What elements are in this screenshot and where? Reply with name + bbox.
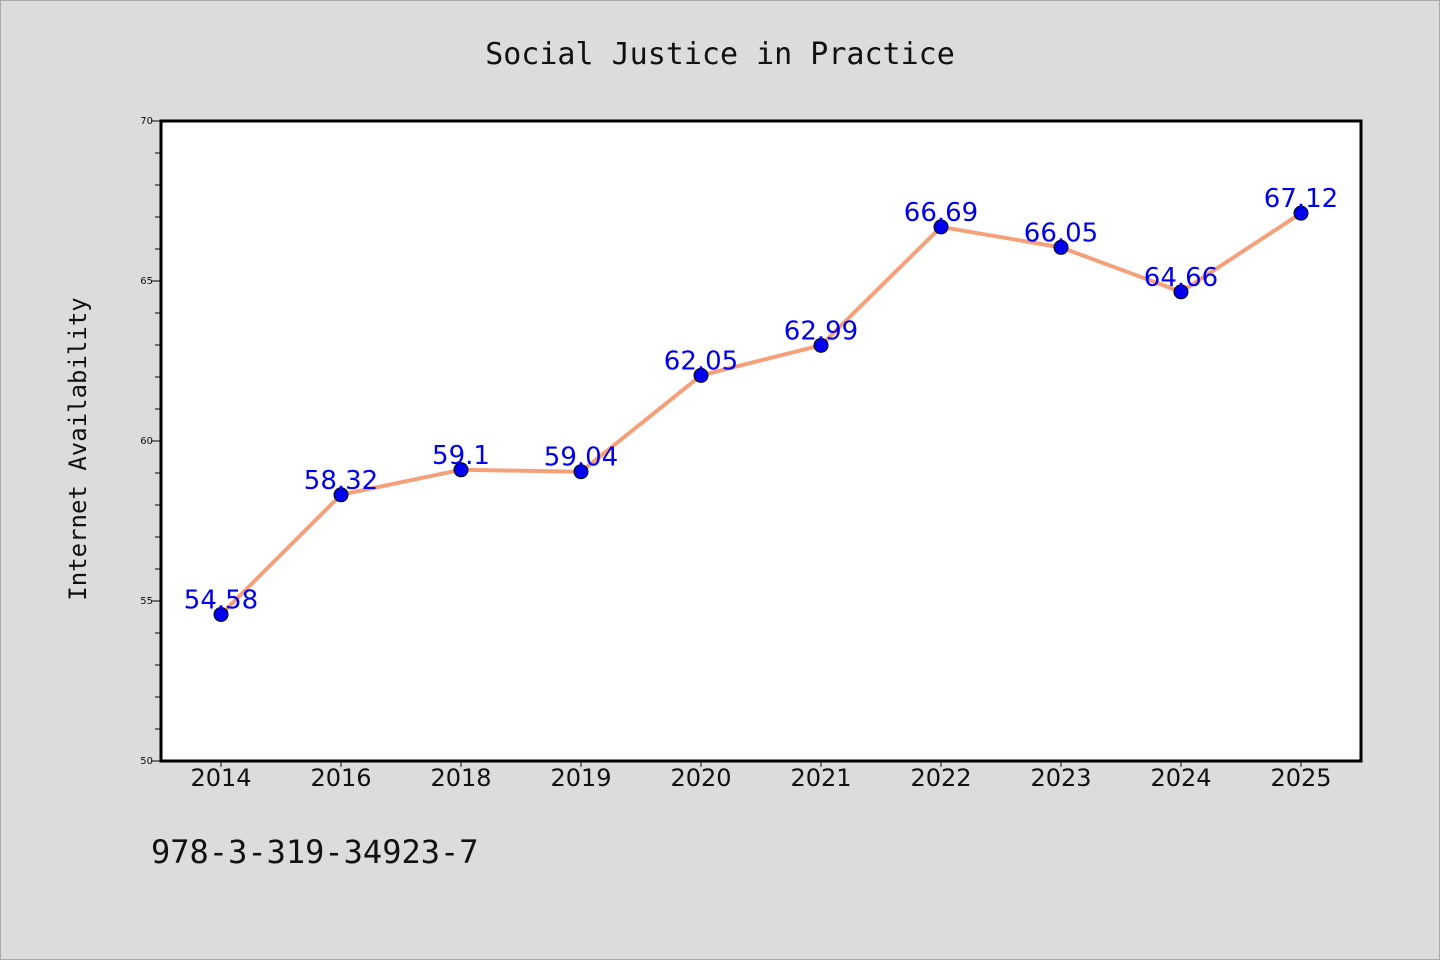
- x-tick-label: 2024: [1150, 764, 1211, 792]
- x-tick-label: 2020: [670, 764, 731, 792]
- data-point: [453, 462, 469, 478]
- series-layer: [213, 205, 1309, 622]
- data-label: 59.1: [432, 441, 490, 471]
- x-tick-label: 2018: [430, 764, 491, 792]
- data-point: [1173, 284, 1189, 300]
- data-label: 58.32: [304, 466, 378, 496]
- data-label: 66.05: [1024, 218, 1098, 248]
- y-axis: 50 55 60 65 70: [140, 116, 161, 767]
- data-point: [933, 219, 949, 235]
- x-tick-label: 2022: [910, 764, 971, 792]
- x-tick-label: 2021: [790, 764, 851, 792]
- isbn-text: 978-3-319-34923-7: [151, 833, 479, 871]
- data-label-layer: 54.58 58.32 59.1 59.04 62.05 62.99 66.69 66.05 6…: [184, 184, 1338, 615]
- data-label: 66.69: [904, 198, 978, 228]
- data-point: [1293, 205, 1309, 221]
- x-axis: 2014 2016 2018 2019 2020 2021 2022 2023 2024 2025: [190, 761, 1332, 792]
- data-label: 62.99: [784, 316, 858, 346]
- x-tick-label: 2019: [550, 764, 611, 792]
- y-axis-label: Internet Availability: [64, 297, 92, 600]
- series-line: [219, 211, 1303, 617]
- y-tick-label: 60: [140, 436, 153, 447]
- data-point: [213, 606, 229, 622]
- data-label: 67.12: [1264, 184, 1338, 214]
- data-label: 54.58: [184, 585, 258, 615]
- data-label: 64.66: [1144, 263, 1218, 293]
- x-tick-label: 2023: [1030, 764, 1091, 792]
- data-point: [693, 367, 709, 383]
- y-tick-label: 70: [140, 116, 153, 127]
- chart-title: Social Justice in Practice: [485, 37, 955, 72]
- y-tick-label: 50: [140, 756, 153, 767]
- y-tick-label: 65: [140, 276, 153, 287]
- plot-frame: [159, 119, 1363, 763]
- x-tick-label: 2016: [310, 764, 371, 792]
- data-point: [813, 337, 829, 353]
- x-tick-label: 2025: [1270, 764, 1331, 792]
- data-point: [1053, 239, 1069, 255]
- data-label: 59.04: [544, 443, 618, 473]
- y-tick-label: 55: [140, 596, 153, 607]
- data-point: [573, 464, 589, 480]
- x-tick-label: 2014: [190, 764, 251, 792]
- data-point: [333, 487, 349, 503]
- plot-area: [161, 121, 1361, 761]
- data-label: 62.05: [664, 346, 738, 376]
